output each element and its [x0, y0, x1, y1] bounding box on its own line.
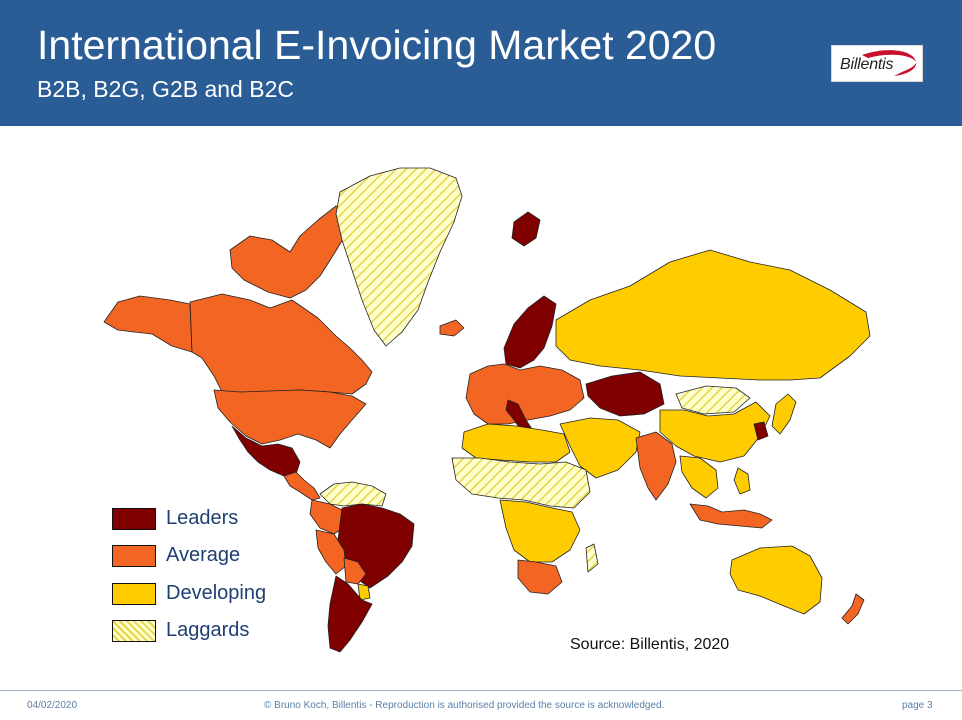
- legend-swatch-average: [112, 545, 156, 567]
- footer-copyright: © Bruno Koch, Billentis - Reproduction i…: [264, 700, 665, 711]
- usa-region: [213, 389, 367, 449]
- canada-region: [189, 293, 373, 395]
- world-map: [103, 167, 871, 653]
- svalbard-region: [511, 211, 541, 247]
- chile-argentina-region: [327, 575, 373, 653]
- legend-item-laggards: Laggards: [112, 618, 312, 648]
- mongolia-region: [675, 385, 751, 415]
- iceland-region: [439, 319, 465, 337]
- header-bar: International E-Invoicing Market 2020 B2…: [0, 0, 962, 126]
- map-legend: Leaders Average Developing Laggards: [112, 506, 312, 646]
- philippines-region: [733, 467, 751, 495]
- legend-item-leaders: Leaders: [112, 506, 312, 536]
- legend-label-leaders: Leaders: [166, 507, 239, 529]
- peru-region: [315, 529, 347, 575]
- middle-east-region: [559, 417, 641, 479]
- footer-divider: [0, 690, 962, 691]
- madagascar-region: [585, 543, 599, 573]
- scandinavia-region: [503, 295, 557, 369]
- kazakhstan-region: [585, 371, 665, 417]
- billentis-logo: Billentis: [831, 45, 923, 82]
- logo-text: Billentis: [840, 56, 894, 73]
- source-note: Source: Billentis, 2020: [570, 636, 730, 653]
- legend-swatch-developing: [112, 583, 156, 605]
- central-america-region: [283, 471, 321, 501]
- legend-swatch-leaders: [112, 508, 156, 530]
- japan-region: [771, 393, 797, 435]
- europe-region: [465, 363, 585, 425]
- page-title: International E-Invoicing Market 2020: [37, 22, 717, 68]
- arctic-islands-region: [229, 205, 353, 299]
- southeast-asia-region: [679, 455, 719, 499]
- alaska-region: [103, 295, 193, 353]
- russia-region: [555, 249, 871, 381]
- australia-region: [729, 545, 823, 615]
- page-subtitle: B2B, B2G, G2B and B2C: [37, 76, 294, 102]
- new-zealand-region: [841, 593, 865, 625]
- paraguay-region: [357, 583, 371, 601]
- legend-item-developing: Developing: [112, 581, 312, 611]
- central-africa-region: [499, 499, 581, 563]
- venezuela-region: [319, 481, 387, 507]
- legend-label-developing: Developing: [166, 582, 267, 604]
- logo-swoosh-icon: [862, 50, 917, 76]
- footer-page-number: page 3: [902, 700, 933, 711]
- legend-swatch-laggards: [112, 620, 156, 642]
- africa-laggard-region: [451, 457, 591, 509]
- footer-date: 04/02/2020: [27, 700, 78, 711]
- greenland-region: [335, 167, 463, 347]
- legend-item-average: Average: [112, 543, 312, 573]
- legend-label-average: Average: [166, 544, 241, 566]
- indonesia-region: [689, 503, 773, 529]
- korea-region: [753, 421, 769, 441]
- bolivia-region: [343, 557, 367, 585]
- india-region: [635, 431, 677, 501]
- north-africa-region: [461, 423, 571, 463]
- legend-label-laggards: Laggards: [166, 619, 250, 641]
- south-africa-region: [517, 559, 563, 595]
